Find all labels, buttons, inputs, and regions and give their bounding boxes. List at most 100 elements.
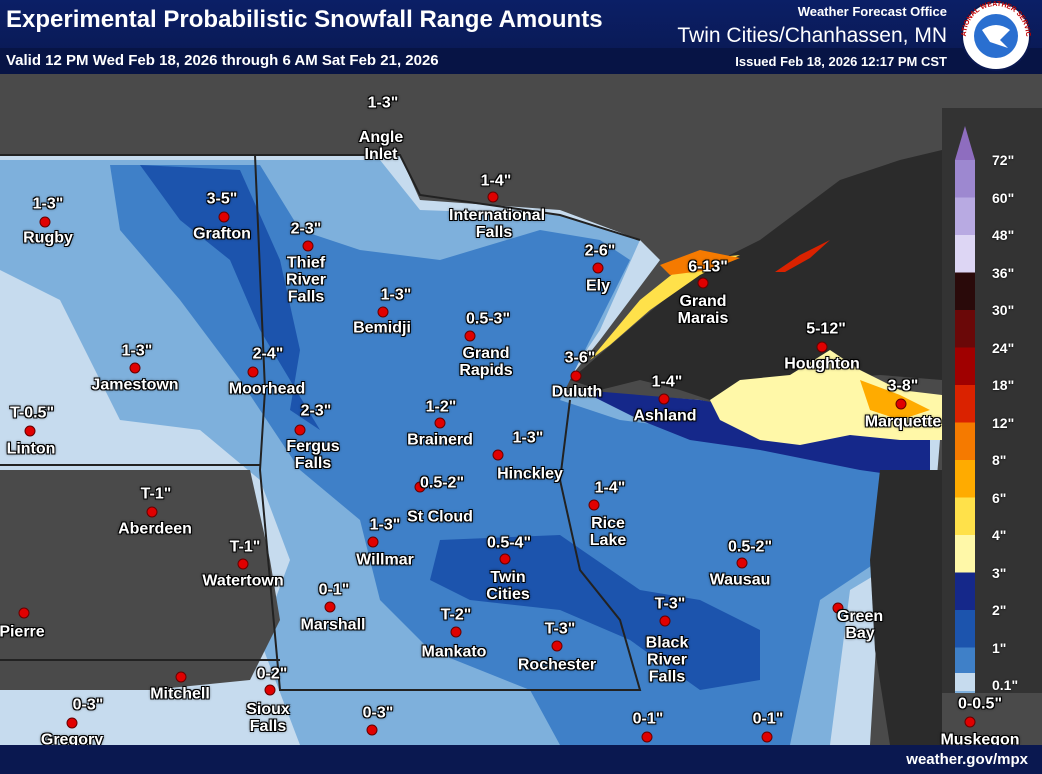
city-dot [175,671,187,683]
snow-range: 5-12" [806,320,846,338]
lake-michigan [870,470,942,745]
city-dot [895,398,907,410]
legend-swatch [955,422,975,461]
city-dot [377,306,389,318]
city-name: Duluth [551,383,603,401]
legend-label: 0.1" [992,677,1019,693]
footer-url: weather.gov/mpx [906,751,1028,768]
city-name: Ely [585,277,611,295]
snow-range: 1-3" [380,286,412,304]
legend-swatch [955,197,975,236]
snow-range: 1-4" [651,373,683,391]
city-name: Willmar [356,551,414,569]
snow-range: 2-6" [584,242,616,260]
legend-bar [955,126,975,693]
city-dot [24,425,36,437]
lake-superior [570,150,942,400]
city-dot [658,393,670,405]
legend-swatch [955,572,975,611]
city-name: International Falls [449,207,546,241]
legend-swatch [955,460,975,498]
footer [0,745,1042,774]
snow-range: T-1" [140,485,172,503]
city-name: Grand Marais [677,293,729,327]
city-dot [487,191,499,203]
legend-swatch [955,160,975,198]
snow-range: 6-13" [688,258,728,276]
city-name: St Cloud [407,508,473,526]
west-gray [0,470,280,690]
legend-swatch [955,385,975,423]
legend-label: 72" [992,152,1015,168]
legend-label: 18" [992,377,1015,393]
city-dot [832,602,844,614]
city-dot [18,607,30,619]
city-dot [964,716,976,728]
city-dot [324,601,336,613]
snow-blue [110,165,930,745]
legend-label: 6" [992,489,1007,506]
city-name: Muskegon [940,731,1020,749]
legend: 72" 60" 48" 36" 30" 24" 18" 12" 8" 6" 4" 3" 2" 1" 0.1" [942,108,1042,693]
legend-label: 4" [992,527,1007,543]
city-dot [414,481,426,493]
city-dot [66,717,78,729]
snow-range: 0-3" [362,704,394,722]
city-dot [294,424,306,436]
snow-range: T-1" [229,538,261,556]
legend-swatch [955,272,975,311]
snow-range: 1-3" [121,342,153,360]
north-shore-core [660,250,740,275]
city-name: Rice Lake [589,515,627,549]
snow-range: 0.5-2" [419,474,465,492]
city-dot [247,366,259,378]
city-name: Wausau [709,571,771,589]
legend-swatch [955,235,975,273]
legend-swatch [955,347,975,386]
city-dot [659,615,671,627]
city-name: Grafton [193,225,251,243]
snow-range: 0-1" [632,710,664,728]
snow-dark [140,165,320,430]
logo-text: NATIONAL WEATHER SERVICE [0,0,1031,37]
city-name: Rugby [23,229,73,247]
city-name: Hinckley [497,465,563,483]
snow-range: 3-8" [887,377,919,395]
city-name: Linton [6,440,56,458]
legend-label: 24" [992,339,1015,356]
header-sub [0,48,1042,74]
legend-label: 3" [992,564,1007,581]
svg-text:NATIONAL WEATHER SERVICE: NATIONAL WEATHER SERVICE [0,0,1031,37]
snow-range: T-2" [440,606,472,624]
snow-range: 1-4" [480,172,512,190]
city-name: Twin Cities [486,569,530,603]
office-label: Weather Forecast Office [797,4,947,19]
city-dot [816,341,828,353]
legend-label: 12" [992,414,1015,431]
city-dot [592,262,604,274]
city-name: Marshall [300,616,366,634]
legend-swatch [955,610,975,648]
legend-label: 1" [992,639,1007,656]
snow-range: 1-3" [369,516,401,534]
city-name: Ashland [633,407,697,425]
snow-range: 0-0.5" [957,695,1003,713]
city-dot [697,277,709,289]
legend-label: 2" [992,602,1007,618]
snow-range: 0.5-3" [465,310,511,328]
city-dot [367,536,379,548]
legend-label: 60" [992,189,1015,206]
city-dot [39,216,51,228]
snow-range: T-3" [544,620,576,638]
city-name: Houghton [784,355,860,373]
city-dot [761,731,773,743]
isle-royale [775,240,830,272]
city-dot [264,684,276,696]
city-dot [551,640,563,652]
city-name: Watertown [202,572,284,590]
legend-label: 8" [992,452,1007,468]
city-name: Black River Falls [645,634,689,686]
city-dot [366,724,378,736]
